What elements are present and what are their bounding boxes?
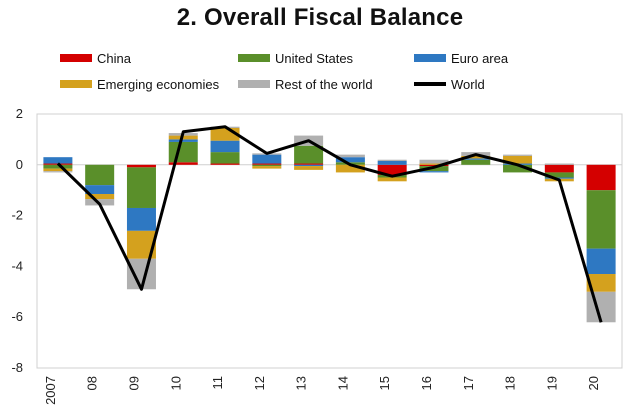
bar-segment-united-states <box>586 190 616 249</box>
x-tick-label: 20 <box>586 376 601 390</box>
bar-segment-emerging-economies <box>252 166 282 169</box>
bar-segment-rest-of-the-world <box>377 159 407 161</box>
plot-frame <box>36 113 623 369</box>
bar-segment-china <box>210 163 240 165</box>
bar-segment-euro-area <box>294 164 324 167</box>
y-tick-label: -8 <box>11 360 23 375</box>
x-tick-label: 17 <box>461 376 476 390</box>
bar-segment-china <box>419 164 449 167</box>
bar-segment-euro-area <box>43 157 73 164</box>
bar-segment-united-states <box>85 164 115 186</box>
bar-segment-euro-area <box>210 140 240 153</box>
x-tick-label: 10 <box>168 376 183 390</box>
bar-segment-united-states <box>294 145 324 164</box>
bar-segment-china <box>126 164 156 168</box>
legend-label-china: China <box>97 50 131 66</box>
bar-segment-emerging-economies <box>377 177 407 182</box>
y-tick-label: -2 <box>11 208 23 223</box>
legend-label-united-states: United States <box>275 50 354 66</box>
bar-segment-rest-of-the-world <box>335 154 365 158</box>
bar-segment-euro-area <box>252 154 282 164</box>
y-tick-label: 2 <box>16 106 23 121</box>
chart-title: 2. Overall Fiscal Balance <box>176 4 464 31</box>
bar-segment-united-states <box>43 164 73 169</box>
chart-legend: China United States Euro area Emerging e… <box>60 46 620 96</box>
bar-segment-euro-area <box>544 177 574 179</box>
x-tick-label: 15 <box>377 376 392 390</box>
legend-item-emerging-economies: Emerging economies <box>60 74 219 94</box>
bar-segment-emerging-economies <box>335 164 365 173</box>
bar-segment-euro-area <box>126 207 156 231</box>
legend-label-emerging-economies: Emerging economies <box>97 76 220 92</box>
bar-segment-euro-area <box>168 139 198 142</box>
legend-swatch-euro-area <box>414 54 446 62</box>
x-tick-label: 08 <box>85 376 100 390</box>
legend-item-united-states: United States <box>238 48 353 68</box>
bar-segment-emerging-economies <box>43 168 73 172</box>
bar-segment-emerging-economies <box>419 163 449 165</box>
legend-label-euro-area: Euro area <box>451 50 509 66</box>
bar-segment-euro-area <box>85 185 115 195</box>
legend-swatch-united-states <box>238 54 270 62</box>
bar-segment-rest-of-the-world <box>419 159 449 164</box>
bar-segment-emerging-economies <box>586 274 616 292</box>
x-tick-label: 2007 <box>43 376 58 405</box>
bar-segment-china <box>294 163 324 165</box>
x-tick-label: 11 <box>210 376 225 390</box>
x-tick-label: 13 <box>294 376 309 390</box>
legend-swatch-emerging-economies <box>60 80 92 88</box>
legend-item-china: China <box>60 48 131 68</box>
bar-segment-united-states <box>544 172 574 178</box>
bar-segment-rest-of-the-world <box>544 163 574 165</box>
bar-segment-emerging-economies <box>461 155 491 159</box>
x-tick-label: 19 <box>544 376 559 390</box>
bar-segment-euro-area <box>419 171 449 173</box>
bar-segment-china <box>586 164 616 191</box>
legend-item-rest-of-the-world: Rest of the world <box>238 74 373 94</box>
x-tick-label: 16 <box>419 376 434 390</box>
x-tick-label: 18 <box>503 376 518 390</box>
bar-segment-euro-area <box>461 158 491 160</box>
world-line <box>56 125 603 323</box>
bar-segment-euro-area <box>335 157 365 163</box>
legend-swatch-world <box>414 82 446 86</box>
bar-segment-china <box>168 162 198 165</box>
bar-segment-euro-area <box>586 248 616 275</box>
bar-segment-united-states <box>126 167 156 208</box>
bar-segment-emerging-economies <box>85 194 115 200</box>
legend-swatch-china <box>60 54 92 62</box>
bar-segment-china <box>544 164 574 173</box>
x-tick-label: 14 <box>335 376 350 390</box>
legend-swatch-rest-of-the-world <box>238 80 270 88</box>
bar-segment-rest-of-the-world <box>503 154 533 156</box>
y-tick-label: -6 <box>11 309 23 324</box>
legend-label-rest-of-the-world: Rest of the world <box>275 76 373 92</box>
legend-item-world: World <box>414 74 485 94</box>
y-tick-label: -4 <box>11 258 23 273</box>
bar-segment-united-states <box>210 152 240 164</box>
bar-segment-china <box>252 163 282 165</box>
bar-segment-emerging-economies <box>294 166 324 170</box>
x-tick-label: 09 <box>126 376 141 390</box>
bar-segment-emerging-economies <box>503 155 533 164</box>
y-tick-label: 0 <box>16 157 23 172</box>
legend-item-euro-area: Euro area <box>414 48 508 68</box>
bar-segment-rest-of-the-world <box>43 171 73 173</box>
bar-segment-united-states <box>503 164 533 173</box>
legend-label-world: World <box>451 76 485 92</box>
x-tick-label: 12 <box>252 376 267 390</box>
bar-segment-united-states <box>461 159 491 165</box>
bar-segment-united-states <box>252 164 282 167</box>
bar-segment-china <box>377 164 407 175</box>
bar-segment-euro-area <box>377 160 407 165</box>
bar-segment-united-states <box>168 141 198 163</box>
